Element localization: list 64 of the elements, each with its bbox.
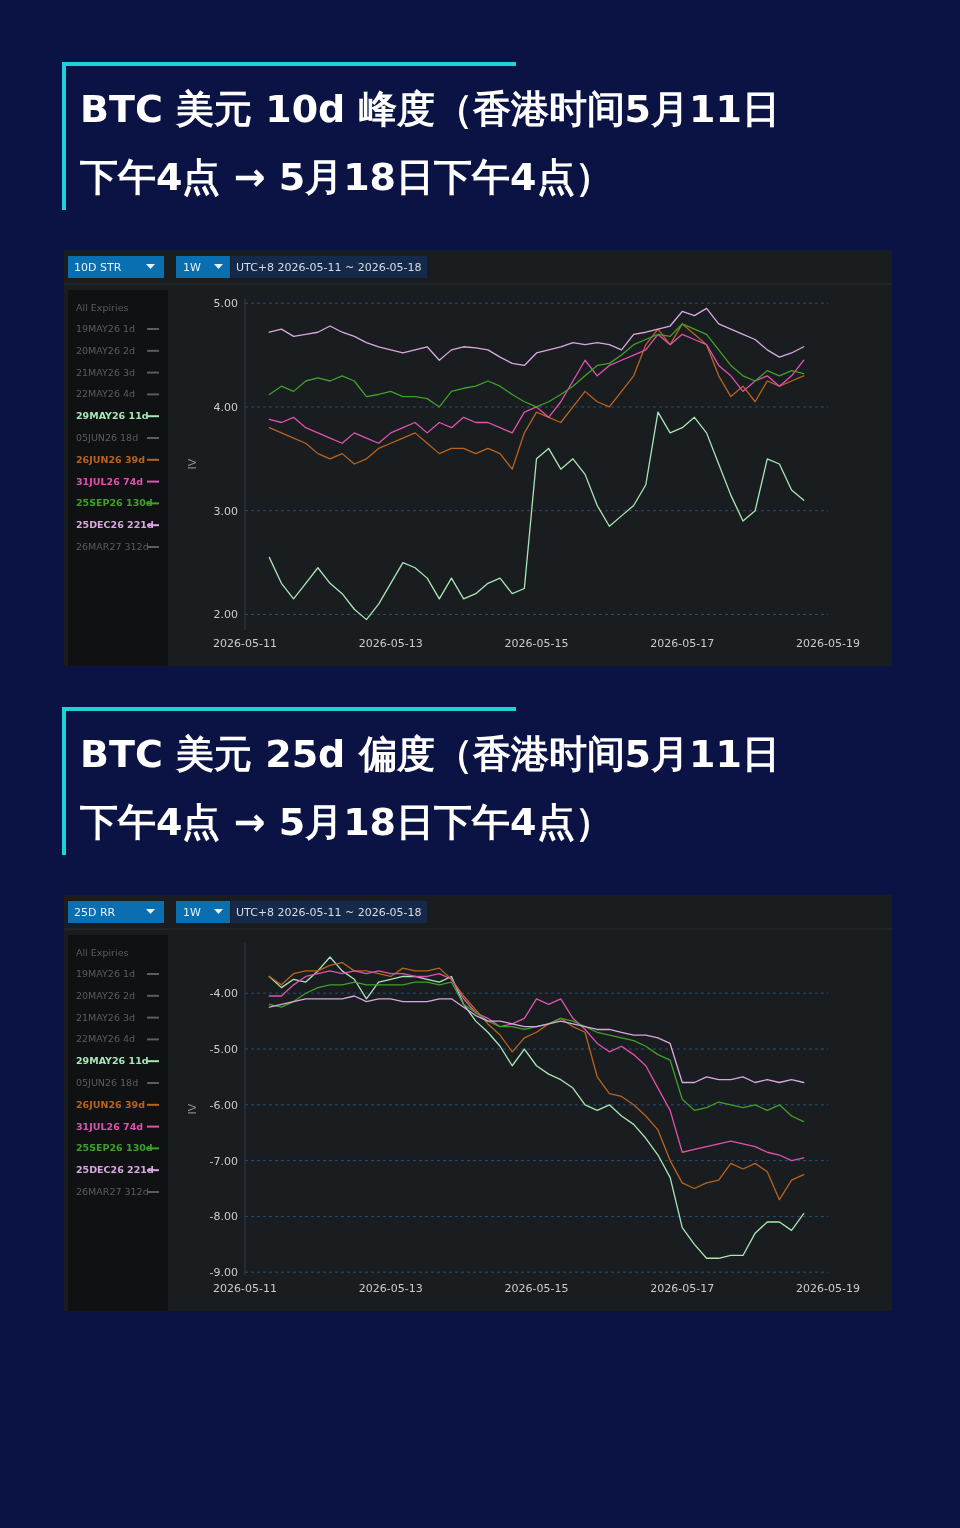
line-series	[268, 981, 805, 1123]
y-tick-label: -4.00	[209, 987, 238, 1001]
y-axis-title: IV	[186, 1103, 199, 1115]
legend-label: 26JUN26 39d	[76, 453, 145, 465]
line-series	[268, 323, 805, 470]
line-series	[268, 307, 805, 367]
legend-label: 05JUN26 18d	[76, 1077, 139, 1088]
y-tick-label: -7.00	[209, 1154, 238, 1168]
legend-label: 22MAY26 4d	[76, 1033, 136, 1045]
x-tick-label: 2026-05-11	[213, 1282, 277, 1295]
legend-title: All Expiries	[76, 302, 129, 313]
text: 25D RR	[74, 906, 116, 919]
legend-label: 21MAY26 3d	[76, 1011, 136, 1023]
text: UTC+8 2026-05-11 ~ 2026-05-18	[236, 906, 422, 919]
x-tick-label: 2026-05-15	[504, 637, 569, 650]
line-series	[268, 961, 805, 1201]
legend-title: All Expiries	[76, 947, 129, 958]
text: 25DEC26 221d	[76, 519, 154, 531]
chart-title: BTC 美元 25d 偏度（香港时间5月11日下午4点 → 5月18日下午4点）	[80, 732, 780, 844]
line-series	[268, 333, 805, 444]
y-tick-label: -6.00	[209, 1098, 238, 1112]
x-tick-label: 2026-05-13	[358, 637, 423, 650]
text: 10D STR	[74, 261, 122, 274]
legend-label: 29MAY26 11d	[76, 1055, 149, 1067]
line-series	[268, 995, 805, 1084]
text: 1W	[183, 906, 201, 919]
x-tick-label: 2026-05-15	[504, 1282, 569, 1295]
text: 25SEP26 130d	[76, 497, 153, 509]
y-tick-label: -5.00	[209, 1043, 238, 1057]
y-tick-label: 4.00	[213, 400, 238, 414]
line-series	[268, 956, 805, 1259]
legend-label: 21MAY26 3d	[76, 366, 136, 378]
x-tick-label: 2026-05-17	[650, 637, 715, 650]
legend-label: 29MAY26 11d	[76, 410, 149, 422]
legend-label: 31JUL26 74d	[76, 475, 144, 487]
legend-label: 26MAR27 312d	[76, 1186, 149, 1197]
text: UTC+8 2026-05-11 ~ 2026-05-18	[236, 261, 422, 274]
text: 25SEP26 130d	[76, 1142, 153, 1154]
y-tick-label: 2.00	[213, 608, 238, 622]
legend-label: 31JUL26 74d	[76, 1120, 144, 1132]
line-series	[268, 323, 805, 408]
legend-label: 26JUN26 39d	[76, 1098, 145, 1110]
legend-label: 19MAY26 1d	[76, 323, 136, 334]
y-tick-label: -8.00	[209, 1210, 238, 1224]
text: 1W	[183, 261, 201, 274]
line-series	[268, 411, 805, 621]
x-tick-label: 2026-05-11	[213, 637, 277, 650]
y-axis-title: IV	[186, 458, 199, 470]
y-tick-label: 3.00	[213, 504, 238, 518]
x-tick-label: 2026-05-19	[796, 1282, 860, 1295]
x-tick-label: 2026-05-13	[358, 1282, 423, 1295]
legend-label: 20MAY26 2d	[76, 344, 136, 356]
text: 25DEC26 221d	[76, 1164, 154, 1176]
legend-label: 26MAR27 312d	[76, 541, 149, 552]
y-tick-label: 5.00	[213, 297, 238, 311]
legend-label: 05JUN26 18d	[76, 432, 139, 443]
legend-label: 19MAY26 1d	[76, 968, 136, 979]
chart-title: BTC 美元 10d 峰度（香港时间5月11日下午4点 → 5月18日下午4点）	[80, 87, 780, 199]
x-tick-label: 2026-05-17	[650, 1282, 715, 1295]
legend-label: 20MAY26 2d	[76, 989, 136, 1001]
x-tick-label: 2026-05-19	[796, 637, 860, 650]
line-series	[268, 970, 805, 1162]
legend-label: 22MAY26 4d	[76, 388, 136, 400]
y-tick-label: -9.00	[209, 1266, 238, 1280]
